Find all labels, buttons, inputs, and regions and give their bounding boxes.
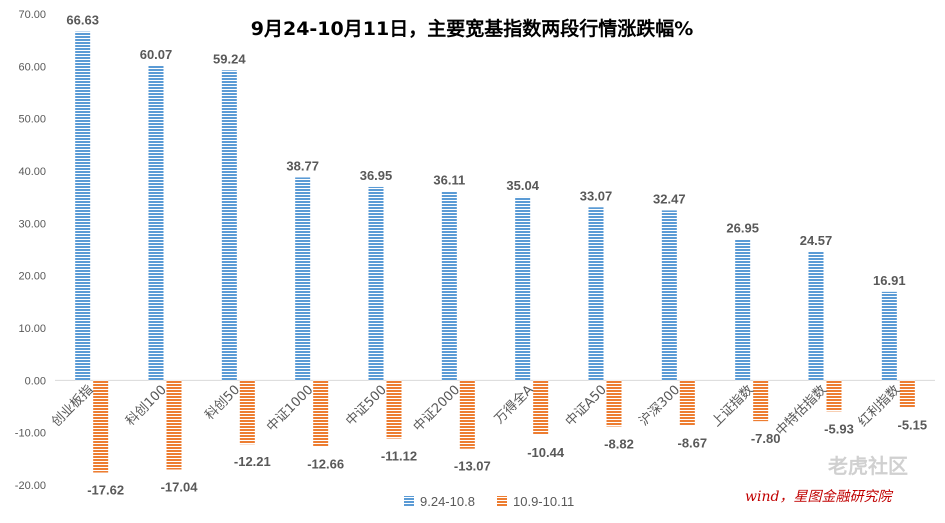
- data-label: 26.95: [726, 220, 759, 235]
- data-label: 35.04: [506, 178, 539, 193]
- value-labels: 66.63 -17.62 60.07 -17.04 59.24 -12.21 38.77 -1…: [66, 13, 927, 498]
- bar-series-1: [735, 239, 751, 381]
- data-label: 24.57: [800, 233, 833, 248]
- legend: 9.24-10.8 10.9-10.11: [404, 494, 574, 509]
- data-label: -5.93: [824, 421, 854, 436]
- bar-series-1: [808, 251, 824, 381]
- category-label: 中证500: [343, 383, 390, 430]
- bar-series-2: [899, 380, 915, 408]
- data-label: -7.80: [751, 431, 781, 446]
- chart-title: 9月24-10月11日，主要宽基指数两段行情涨跌幅%: [251, 17, 693, 40]
- data-label: 33.07: [580, 188, 613, 203]
- source-note: wind，星图金融研究院: [745, 489, 893, 505]
- category-label: 中证A50: [563, 383, 610, 430]
- data-label: -8.82: [604, 436, 634, 451]
- y-tick-label: -10.00: [15, 428, 46, 440]
- bar-series-1: [148, 65, 164, 381]
- watermark: 老虎社区: [828, 454, 908, 478]
- bar-series-2: [826, 380, 842, 412]
- data-label: 32.47: [653, 191, 686, 206]
- bar-series-1: [881, 291, 897, 381]
- bar-series-1: [588, 207, 604, 381]
- category-label: 红利指数: [855, 382, 903, 430]
- bar-series-1: [221, 70, 237, 381]
- bar-series-2: [533, 380, 549, 435]
- y-tick-label: 10.00: [18, 323, 46, 335]
- bar-series-2: [386, 380, 402, 439]
- bar-series-2: [606, 380, 622, 427]
- y-tick-label: 70.00: [18, 9, 46, 21]
- legend-label-series-1: 9.24-10.8: [420, 494, 475, 509]
- data-label: 38.77: [286, 158, 319, 173]
- bar-series-1: [368, 186, 384, 381]
- bar-series-1: [75, 31, 91, 381]
- category-label: 科创50: [202, 383, 243, 424]
- data-label: -10.44: [527, 445, 565, 460]
- legend-swatch-series-1: [404, 496, 414, 506]
- category-label: 中特估指数: [773, 383, 830, 440]
- data-label: 16.91: [873, 273, 906, 288]
- bar-series-2: [459, 380, 475, 449]
- data-label: -17.04: [161, 480, 199, 495]
- data-label: -12.66: [307, 457, 344, 472]
- bar-series-1: [295, 177, 311, 381]
- data-label: -5.15: [898, 417, 928, 432]
- category-label: 创业板指: [49, 383, 96, 430]
- data-label: -8.67: [678, 436, 708, 451]
- y-tick-label: 50.00: [18, 114, 46, 126]
- y-axis: 70.00 60.00 50.00 40.00 30.00 20.00 10.00 0.00 -…: [15, 9, 46, 492]
- bar-series-1: [441, 191, 457, 381]
- data-label: 66.63: [66, 13, 99, 28]
- y-tick-label: 20.00: [18, 271, 46, 283]
- bar-series-2: [313, 380, 329, 447]
- category-label: 沪深300: [636, 382, 683, 429]
- data-label: -11.12: [381, 449, 417, 464]
- data-label: 59.24: [213, 51, 246, 66]
- data-label: -12.21: [234, 454, 271, 469]
- category-label: 科创100: [123, 383, 170, 430]
- bar-series-2: [93, 380, 109, 473]
- legend-label-series-2: 10.9-10.11: [513, 494, 574, 509]
- bar-series-1: [661, 210, 677, 381]
- bars: [75, 31, 915, 473]
- category-label: 中证1000: [264, 383, 316, 435]
- category-label: 万得全A: [491, 382, 536, 427]
- data-label: 36.95: [360, 168, 393, 183]
- bar-series-2: [239, 380, 255, 445]
- bar-series-1: [515, 196, 531, 381]
- bar-series-2: [679, 380, 695, 426]
- y-tick-label: 40.00: [18, 166, 46, 178]
- y-tick-label: 30.00: [18, 218, 46, 230]
- bar-series-2: [753, 380, 769, 422]
- bar-series-2: [166, 380, 182, 470]
- y-tick-label: -20.00: [15, 480, 46, 492]
- data-label: -17.62: [87, 483, 124, 498]
- data-label: 36.11: [433, 172, 465, 187]
- data-label: 60.07: [140, 47, 173, 62]
- legend-swatch-series-2: [497, 496, 507, 506]
- y-tick-label: 60.00: [18, 61, 46, 73]
- data-label: -13.07: [454, 459, 491, 474]
- category-label: 中证2000: [411, 383, 463, 435]
- category-label: 上证指数: [709, 383, 756, 430]
- y-tick-label: 0.00: [25, 375, 46, 387]
